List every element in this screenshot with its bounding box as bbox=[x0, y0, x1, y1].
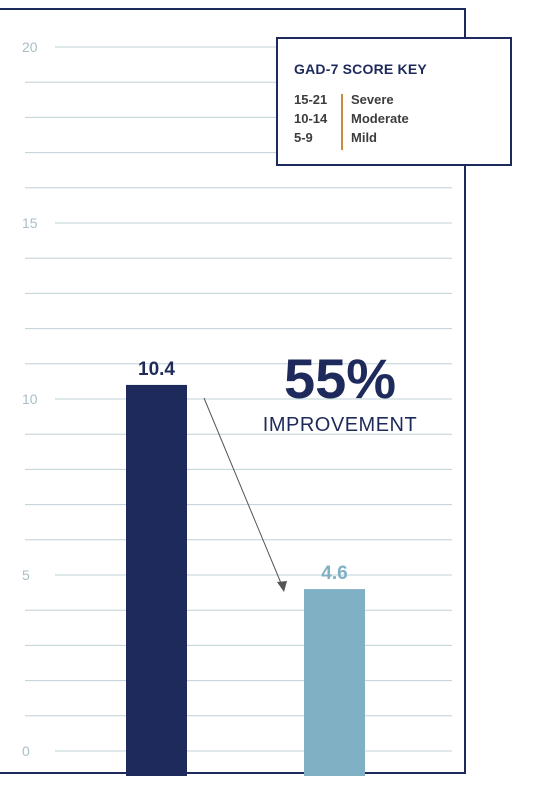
improvement-percent: 55% bbox=[283, 347, 397, 410]
score-key-divider bbox=[341, 94, 343, 150]
bar bbox=[126, 384, 187, 776]
y-tick-label: 0 bbox=[22, 743, 30, 759]
score-key-title: GAD-7 SCORE KEY bbox=[294, 61, 427, 77]
bar-value-label: 10.4 bbox=[138, 359, 175, 380]
bar-value-label: 4.6 bbox=[321, 563, 347, 584]
score-key-range: 5-9 bbox=[294, 130, 313, 145]
y-tick-label: 15 bbox=[22, 215, 38, 231]
bar bbox=[304, 589, 365, 776]
score-key-range: 10-14 bbox=[294, 111, 328, 126]
score-key-level: Mild bbox=[351, 130, 377, 145]
improvement-label: IMPROVEMENT bbox=[262, 414, 418, 436]
score-key-box: GAD-7 SCORE KEY 15-21 Severe 10-14 Moder… bbox=[276, 37, 512, 166]
y-tick-label: 10 bbox=[22, 391, 38, 407]
y-axis-ticks: 0 5 10 15 20 bbox=[22, 39, 38, 759]
score-key-level: Severe bbox=[351, 92, 394, 107]
bars: 10.4 4.6 bbox=[126, 359, 365, 776]
arrow-head-icon bbox=[277, 581, 287, 592]
score-key-level: Moderate bbox=[351, 111, 409, 126]
y-tick-label: 5 bbox=[22, 567, 30, 583]
chart-frame bbox=[0, 8, 466, 774]
score-key-range: 15-21 bbox=[294, 92, 328, 107]
arrow-line bbox=[203, 397, 284, 589]
change-arrow bbox=[203, 397, 287, 592]
y-tick-label: 20 bbox=[22, 39, 38, 55]
